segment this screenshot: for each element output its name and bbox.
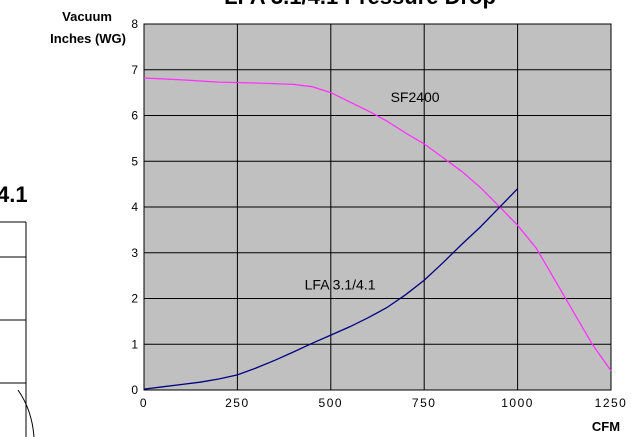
y-tick-label: 8 — [131, 17, 138, 31]
x-tick-label: 1250 — [595, 396, 628, 410]
y-axis-ticks: 0 1 2 3 4 5 6 7 8 — [131, 17, 138, 397]
x-axis-title: CFM — [592, 419, 620, 434]
x-axis-ticks: 0 250 500 750 1000 1250 — [140, 396, 628, 410]
y-tick-label: 7 — [131, 63, 138, 77]
y-axis-title-line1: Vacuum — [62, 9, 112, 24]
series-lines — [143, 77, 612, 390]
series-labels: SF2400 LFA 3.1/4.1 — [305, 89, 440, 293]
series-label: LFA 3.1/4.1 — [305, 276, 376, 292]
y-tick-label: 4 — [131, 200, 138, 214]
x-tick-label: 250 — [225, 396, 250, 410]
x-tick-label: 750 — [412, 396, 437, 410]
series-line — [143, 77, 612, 372]
y-tick-label: 5 — [131, 154, 138, 168]
y-tick-label: 0 — [131, 383, 138, 397]
x-tick-label: 0 — [140, 396, 148, 410]
chart-title: LFA 3.1/4.1 Pressure Drop — [224, 0, 496, 9]
y-axis-title-line2: Inches (WG) — [50, 31, 126, 46]
series-label: SF2400 — [391, 89, 440, 105]
grid-lines — [144, 24, 611, 390]
series-line — [143, 188, 519, 390]
adjacent-figure-fragment: 4.1 — [0, 182, 35, 437]
x-tick-label: 1000 — [501, 396, 534, 410]
y-tick-label: 1 — [131, 337, 138, 351]
x-tick-label: 500 — [319, 396, 344, 410]
y-tick-label: 3 — [131, 246, 138, 260]
y-tick-label: 2 — [131, 292, 138, 306]
adjacent-figure-label: 4.1 — [0, 182, 28, 207]
y-tick-label: 6 — [131, 109, 138, 123]
adjacent-figure-curve — [17, 389, 35, 437]
